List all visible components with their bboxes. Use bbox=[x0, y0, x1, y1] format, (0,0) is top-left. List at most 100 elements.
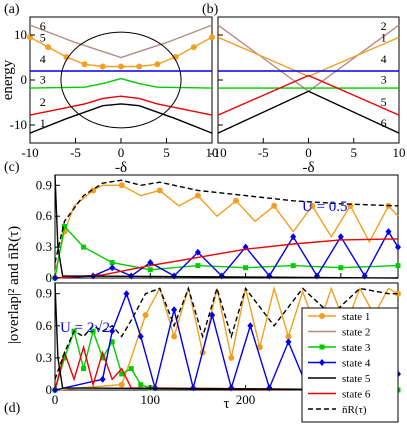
panel-a-marker bbox=[136, 63, 143, 70]
panel-a-xtick-label: 10 bbox=[206, 145, 219, 160]
panel-a-marker bbox=[190, 44, 197, 51]
panel-a-state-label: 4 bbox=[40, 52, 46, 66]
panel-c-marker-state-4 bbox=[385, 228, 392, 236]
panel-a-state-label: 2 bbox=[40, 95, 46, 109]
panel-d-xlabel: τ bbox=[223, 396, 229, 412]
legend-entry: n̄R(τ) bbox=[342, 404, 367, 416]
panel-d-marker-state-4 bbox=[285, 338, 292, 346]
panel-b-state-label: 6 bbox=[381, 116, 387, 130]
panel-a-series-6 bbox=[29, 24, 213, 59]
panel-d-marker-state-4 bbox=[171, 306, 178, 314]
panel-c-marker-state-3 bbox=[290, 263, 296, 269]
panel-d-marker-state-3 bbox=[138, 382, 144, 388]
panel-d-marker-state-4 bbox=[123, 290, 130, 298]
panel-c-marker-state-3 bbox=[62, 224, 68, 229]
legend-box bbox=[301, 307, 399, 423]
panel-c-series-state-6 bbox=[54, 238, 399, 279]
panel-d-series-state-5 bbox=[54, 282, 399, 391]
panel-c-marker-state-4 bbox=[109, 264, 116, 272]
panel-b-state-label: 5 bbox=[381, 95, 387, 109]
panel-b-label: (b) bbox=[202, 2, 219, 17]
panel-c-label: (c) bbox=[4, 160, 20, 175]
panel-d-series-state-6 bbox=[54, 344, 399, 391]
panel-c-u-annotation: U = 0.5 bbox=[302, 199, 348, 215]
panel-c-series-state-1 bbox=[54, 184, 399, 274]
panel-b-xlabel: -δ bbox=[302, 160, 314, 176]
panel-b-xtick-label: -5 bbox=[258, 145, 269, 160]
panel-c-marker-state-1 bbox=[271, 202, 278, 209]
panel-d-marker-state-3 bbox=[128, 366, 134, 372]
panel-d-marker-state-3 bbox=[100, 355, 106, 361]
legend-entry: state 2 bbox=[342, 327, 370, 339]
panel-b-state-label: 4 bbox=[381, 52, 387, 66]
panel-c-marker-state-4 bbox=[147, 259, 154, 267]
panel-a-state-label: 6 bbox=[40, 19, 46, 33]
panel-d-marker-state-3 bbox=[62, 355, 68, 361]
panel-b-series-2 bbox=[217, 24, 400, 93]
panel-c-marker-state-3 bbox=[109, 260, 115, 266]
panel-c-marker-state-4 bbox=[337, 233, 344, 241]
panel-c-frame bbox=[54, 174, 399, 279]
panel-a-label: (a) bbox=[4, 2, 20, 17]
panel-c-marker-state-3 bbox=[243, 265, 249, 271]
panel-a-ellipse bbox=[60, 31, 182, 129]
panel-d-marker-state-3 bbox=[109, 339, 115, 345]
panel-c-series-state-3 bbox=[54, 225, 399, 279]
panel-a-ylabel: energy bbox=[0, 59, 16, 100]
panel-d-xtick-label: 200 bbox=[236, 392, 256, 407]
panel-b-series-5 bbox=[217, 74, 400, 116]
panel-a-marker bbox=[118, 63, 124, 70]
panel-c-marker-state-1 bbox=[118, 182, 125, 189]
panel-d-u-annotation: U = 2√2 bbox=[60, 320, 110, 336]
panel-d-xtick-label: 0 bbox=[52, 392, 59, 407]
panel-c-marker-state-1 bbox=[309, 202, 316, 209]
panel-c-marker-state-1 bbox=[90, 187, 97, 194]
panel-d-ytick-label: 0.3 bbox=[36, 350, 52, 365]
panel-d-marker-state-1 bbox=[395, 290, 401, 297]
panel-a-series-5 bbox=[29, 36, 213, 68]
panel-a-ytick-label: -10 bbox=[10, 117, 27, 132]
panel-a-marker bbox=[172, 54, 179, 61]
panel-a-xtick-label: 5 bbox=[163, 145, 170, 160]
panel-a-ytick-label: 0 bbox=[21, 72, 28, 87]
panel-b-plot bbox=[217, 16, 400, 144]
panel-d-ytick-label: 0.6 bbox=[36, 318, 53, 333]
panel-c-ytick-label: 0.6 bbox=[36, 208, 53, 223]
panel-a-xtick-label: -10 bbox=[21, 145, 38, 160]
panel-d-marker-state-4 bbox=[109, 327, 116, 335]
legend-marker bbox=[319, 344, 325, 350]
panel-c-ytick-label: 0 bbox=[46, 270, 53, 285]
panel-d-marker-state-1 bbox=[228, 354, 235, 361]
panel-a-xlabel: -δ bbox=[115, 160, 127, 176]
panel-b-xtick-label: 0 bbox=[305, 145, 312, 160]
panel-b-state-label: 1 bbox=[381, 31, 387, 45]
panel-c-marker-state-4 bbox=[194, 248, 201, 256]
panel-d-marker-state-4 bbox=[247, 322, 254, 330]
panel-b-state-label: 3 bbox=[381, 73, 387, 87]
panel-a-state-label: 5 bbox=[40, 31, 46, 45]
panel-c-marker-state-3 bbox=[338, 265, 344, 271]
panel-a-marker bbox=[209, 34, 215, 41]
panel-d-series-n̄R(τ) bbox=[54, 285, 398, 380]
panel-a-marker bbox=[99, 63, 106, 70]
panel-b-xtick-label: 10 bbox=[393, 145, 406, 160]
panel-d-plot bbox=[52, 282, 401, 394]
panel-d-marker-state-1 bbox=[171, 333, 178, 340]
panel-d-series-state-1 bbox=[54, 285, 399, 391]
panel-b-frame bbox=[217, 16, 400, 144]
panel-a-marker bbox=[27, 34, 33, 41]
panel-c-marker-state-1 bbox=[194, 192, 201, 199]
panel-a-state-label: 1 bbox=[40, 116, 46, 130]
panel-b-series-6 bbox=[217, 90, 400, 134]
legend-entry: state 3 bbox=[342, 342, 371, 354]
panel-d-marker-state-1 bbox=[118, 381, 125, 388]
panel-c-marker-state-3 bbox=[81, 244, 87, 250]
panel-c-plot bbox=[52, 174, 401, 282]
panel-c-marker-state-1 bbox=[233, 197, 240, 204]
panel-d-marker-state-1 bbox=[142, 312, 149, 319]
panel-b-series-1 bbox=[217, 36, 400, 78]
legend-entry: state 6 bbox=[342, 389, 371, 401]
panel-d-marker-state-4 bbox=[99, 375, 106, 383]
panel-d-marker-state-4 bbox=[209, 311, 216, 319]
